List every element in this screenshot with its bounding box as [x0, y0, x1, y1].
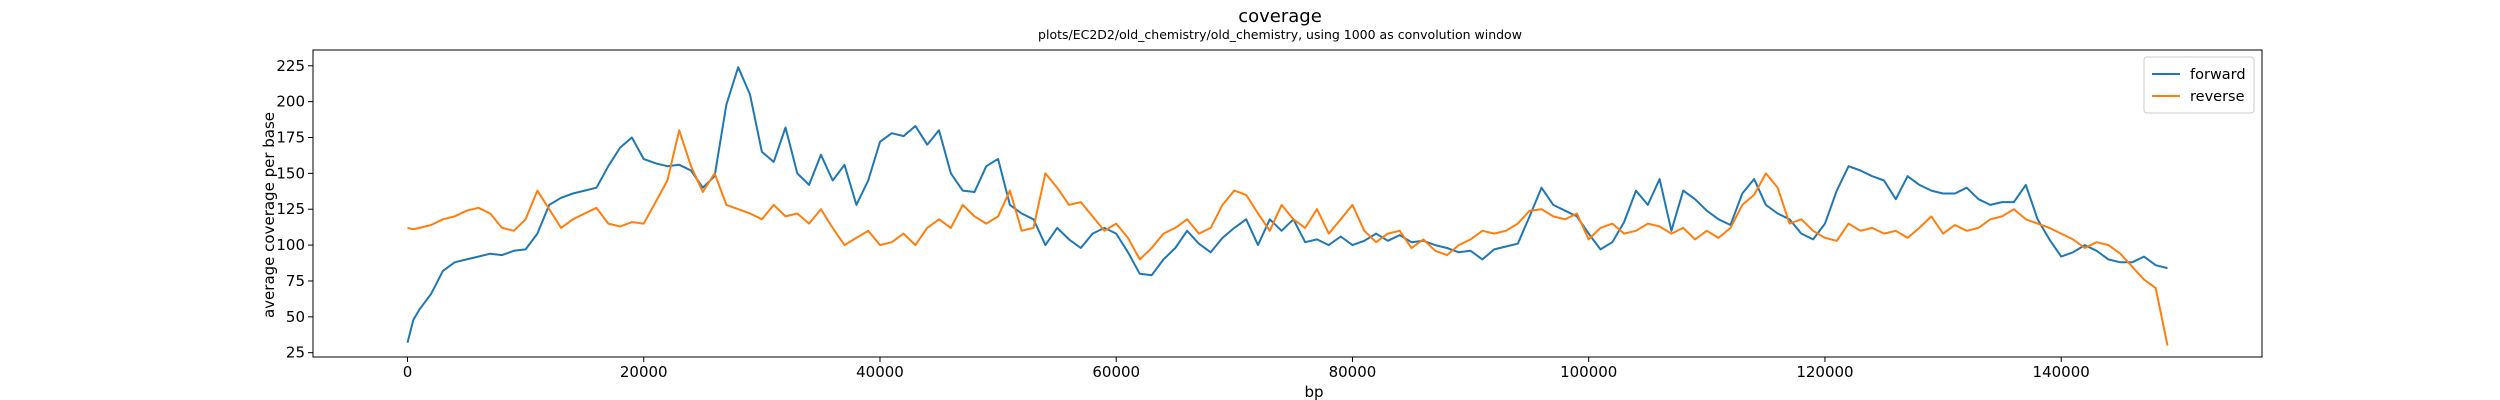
x-tick-label: 0 — [403, 363, 413, 381]
plot-frame — [312, 49, 2263, 358]
y-tick-label: 100 — [276, 236, 305, 254]
y-axis-label: average coverage per base — [260, 112, 278, 318]
x-tick-label: 100000 — [1560, 363, 1617, 381]
y-tick-label: 200 — [276, 93, 305, 111]
x-tick-label: 140000 — [2033, 363, 2090, 381]
legend-label-reverse: reverse — [2190, 89, 2245, 105]
legend-box — [2143, 56, 2255, 114]
chart-title: coverage — [1238, 6, 1322, 27]
y-tick-label: 75 — [286, 272, 305, 290]
series-line-forward — [406, 66, 2168, 343]
legend-label-forward: forward — [2190, 67, 2246, 83]
x-tick-label: 20000 — [620, 363, 668, 381]
x-tick-label: 60000 — [1092, 363, 1140, 381]
x-tick-label: 120000 — [1796, 363, 1853, 381]
y-tick-label: 150 — [276, 164, 305, 182]
y-tick-label: 225 — [276, 57, 305, 75]
y-tick-label: 25 — [286, 344, 305, 362]
plot-area: 0 20000 40000 60000 80000 100000 120000 140000 2… — [276, 49, 2263, 381]
chart-subtitle: plots/EC2D2/old_chemistry/old_chemistry,… — [1038, 27, 1522, 42]
series-line-reverse — [407, 129, 2169, 346]
y-tick-label: 125 — [276, 200, 305, 218]
x-axis-label: bp — [1304, 383, 1323, 400]
x-tick-label: 40000 — [856, 363, 904, 381]
x-tick-label: 80000 — [1329, 363, 1377, 381]
legend: forward reverse — [2143, 56, 2255, 114]
y-tick-label: 175 — [276, 129, 305, 147]
y-tick-label: 50 — [286, 308, 305, 326]
